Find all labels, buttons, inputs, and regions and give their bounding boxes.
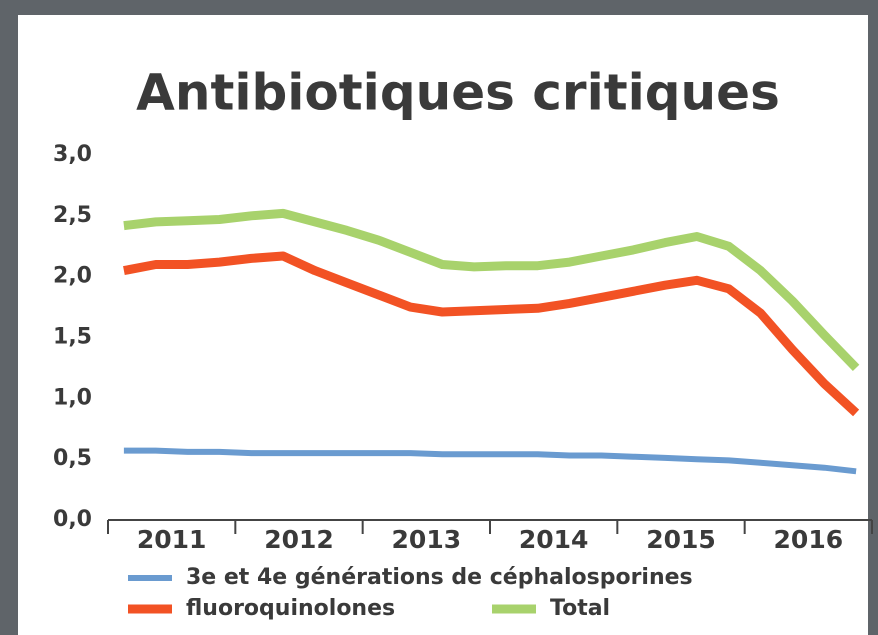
- x-tick-label: 2016: [774, 525, 844, 554]
- legend-label: 3e et 4e générations de céphalosporines: [186, 565, 693, 590]
- y-tick-label: 0,5: [53, 446, 92, 471]
- y-tick-label: 2,0: [53, 264, 92, 289]
- legend-label: Total: [550, 596, 610, 621]
- y-tick-label: 0,0: [53, 507, 92, 532]
- series-line: [123, 251, 860, 417]
- series-line: [123, 208, 860, 372]
- y-tick-label: 1,0: [53, 385, 92, 410]
- x-tick-label: 2012: [264, 525, 334, 554]
- x-tick-label: 2011: [137, 525, 207, 554]
- y-tick-label: 3,0: [53, 142, 92, 167]
- x-tick-label: 2014: [519, 525, 589, 554]
- y-tick-label: 2,5: [53, 203, 92, 228]
- panel: [18, 15, 868, 635]
- y-tick-label: 1,5: [53, 325, 92, 350]
- x-tick-label: 2015: [646, 525, 716, 554]
- legend-label: fluoroquinolones: [186, 596, 395, 621]
- x-tick-label: 2013: [392, 525, 462, 554]
- series-line: [123, 447, 857, 475]
- chart-title: Antibiotiques critiques: [136, 64, 780, 122]
